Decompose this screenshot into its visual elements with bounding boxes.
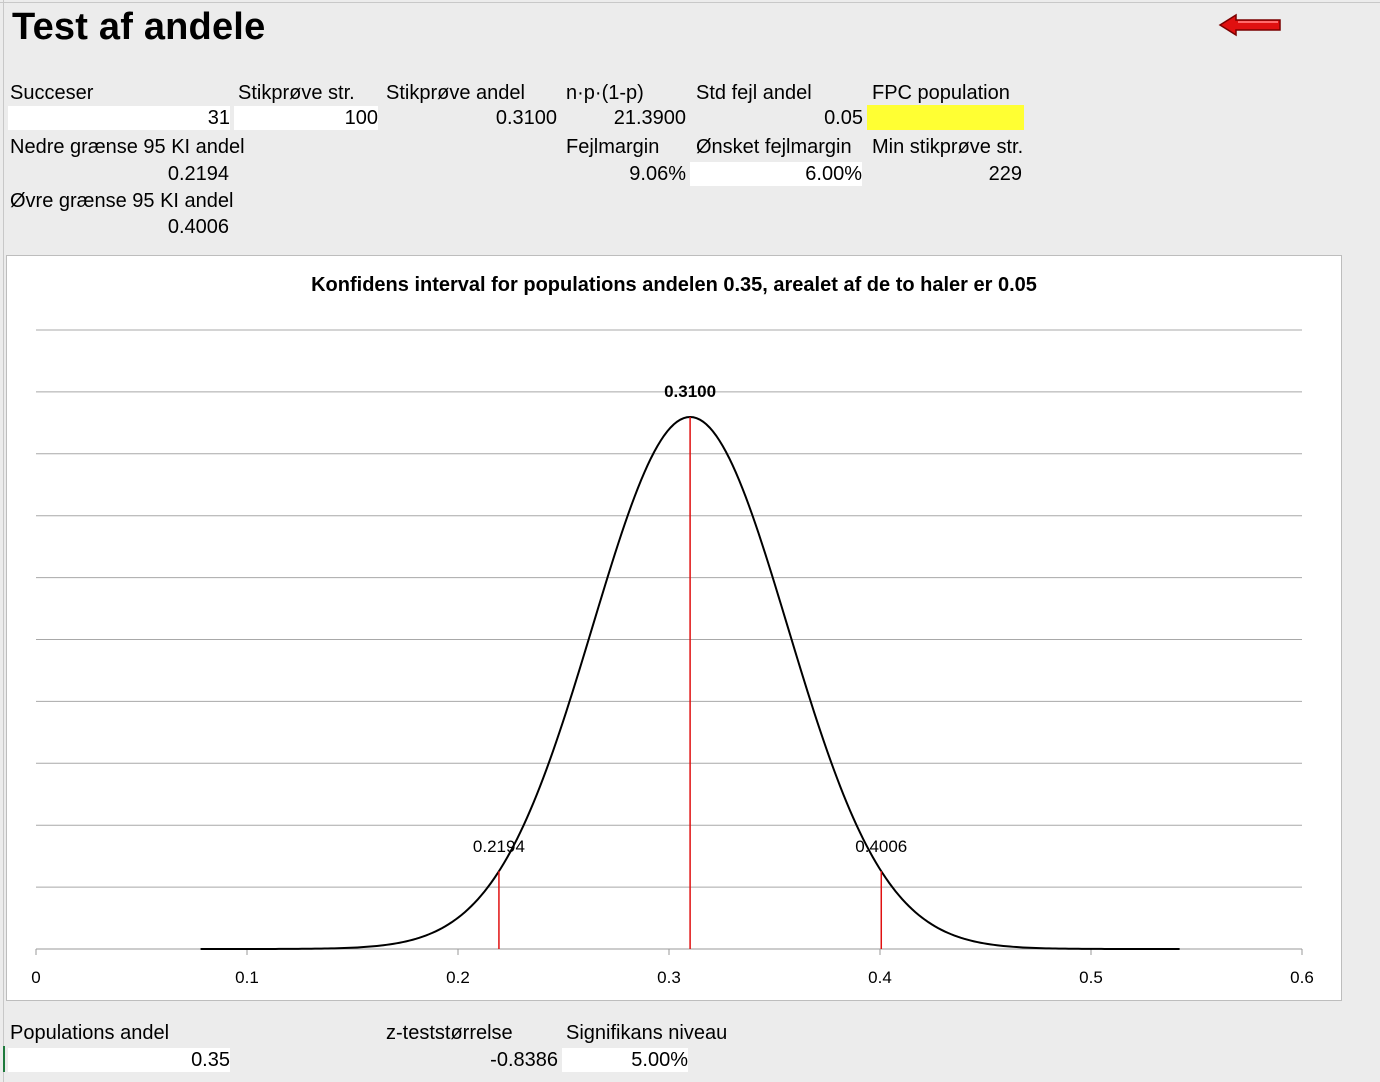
sample-size-input[interactable]: 100	[234, 106, 378, 130]
std-error-label: Std fejl andel	[696, 82, 812, 104]
desired-margin-label: Ønsket fejlmargin	[696, 136, 852, 158]
x-tick-label: 0.2	[446, 968, 470, 987]
x-tick-label: 0.6	[1290, 968, 1314, 987]
significance-input[interactable]: 5.00%	[562, 1048, 688, 1072]
x-tick-label: 0.3	[657, 968, 681, 987]
sheet-left-border	[3, 0, 4, 1082]
population-proportion-label: Populations andel	[10, 1022, 170, 1044]
chart-title: Konfidens interval for populations andel…	[311, 274, 1037, 296]
successes-label: Succeser	[10, 82, 94, 104]
x-tick-label: 0.1	[235, 968, 259, 987]
page-title: Test af andele	[12, 6, 266, 48]
marker-label: 0.3100	[664, 382, 716, 401]
sample-size-label: Stikprøve str.	[238, 82, 355, 104]
lower-ci-value: 0.2194	[167, 163, 229, 185]
std-error-value: 0.05	[824, 107, 863, 129]
upper-ci-label: Øvre grænse 95 KI andel	[10, 190, 234, 212]
npq-label: n·p·(1-p)	[566, 82, 644, 104]
z-statistic-value: -0.8386	[490, 1049, 558, 1071]
chart-area[interactable]: Konfidens interval for populations andel…	[6, 255, 1342, 1001]
marker-label: 0.4006	[855, 837, 907, 856]
sheet-top-border	[0, 2, 1380, 3]
margin-of-error-label: Fejlmargin	[566, 136, 660, 158]
x-tick-label: 0.4	[868, 968, 892, 987]
margin-of-error-value: 9.06%	[629, 163, 686, 185]
fpc-population-label: FPC population	[872, 82, 1010, 104]
population-proportion-input[interactable]: 0.35	[8, 1048, 230, 1072]
fpc-population-input[interactable]	[867, 105, 1024, 130]
sample-proportion-value: 0.3100	[495, 107, 557, 129]
active-cell-marker	[3, 1046, 5, 1072]
x-tick-label: 0.5	[1079, 968, 1103, 987]
chart-plot: 0 0.1 0.2 0.3 0.4 0.5 0.6 0.2194 0.3100 0.4006	[31, 329, 1314, 987]
min-sample-value: 229	[988, 163, 1022, 185]
significance-label: Signifikans niveau	[566, 1022, 728, 1044]
npq-value: 21.3900	[613, 107, 686, 129]
z-statistic-label: z-teststørrelse	[386, 1022, 513, 1044]
marker-label: 0.2194	[473, 837, 525, 856]
min-sample-label: Min stikprøve str.	[872, 136, 1024, 158]
lower-ci-label: Nedre grænse 95 KI andel	[10, 136, 245, 158]
left-arrow-icon[interactable]	[1218, 12, 1284, 38]
x-tick-label: 0	[31, 968, 40, 987]
desired-margin-input[interactable]: 6.00%	[690, 162, 862, 186]
sample-proportion-label: Stikprøve andel	[386, 82, 525, 104]
successes-input[interactable]: 31	[8, 106, 230, 130]
upper-ci-value: 0.4006	[167, 216, 229, 238]
